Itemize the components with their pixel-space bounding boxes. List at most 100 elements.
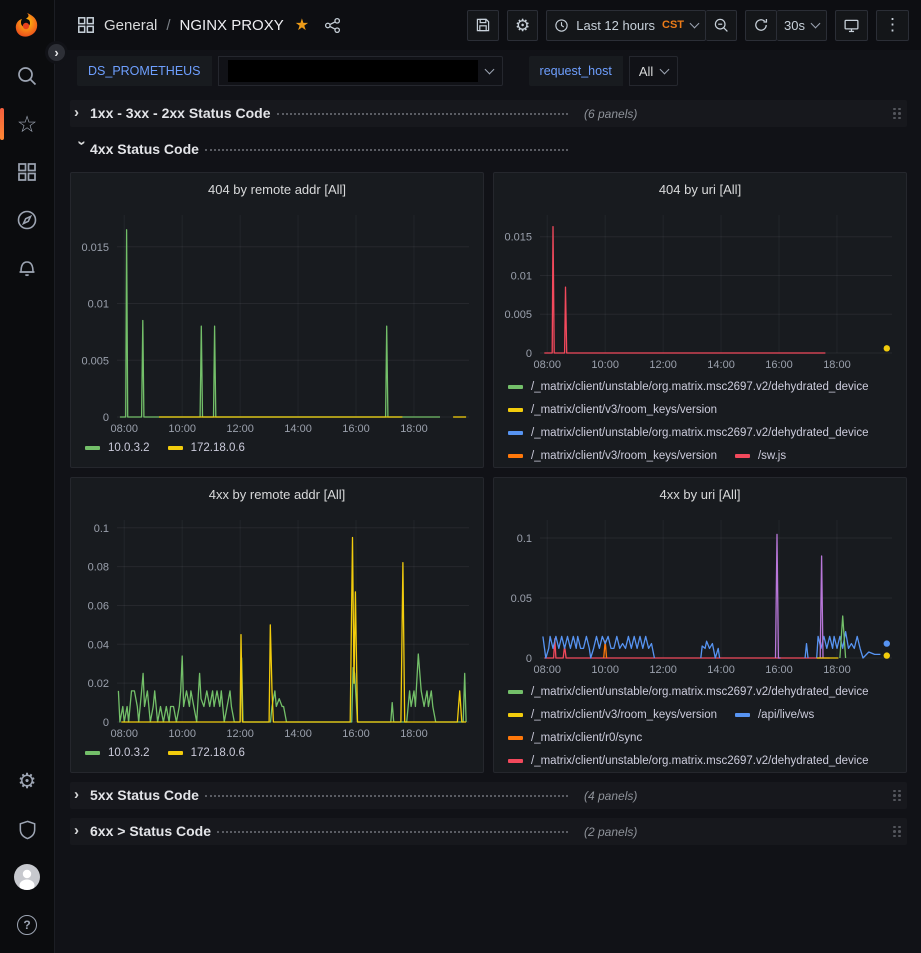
svg-text:08:00: 08:00	[110, 423, 138, 435]
svg-text:10:00: 10:00	[168, 423, 196, 435]
refresh-interval-picker[interactable]: 30s	[777, 10, 827, 41]
dotted-leader	[217, 831, 568, 833]
variable-label-request-host[interactable]: request_host	[529, 56, 623, 86]
legend-item[interactable]: 10.0.3.2	[85, 744, 150, 761]
variable-select-ds-prometheus[interactable]	[218, 56, 503, 86]
svg-text:0.08: 0.08	[88, 562, 109, 574]
legend-item[interactable]: /_matrix/client/unstable/org.matrix.msc2…	[508, 378, 869, 395]
sidebar-expand-button[interactable]: ›	[45, 41, 68, 64]
sidebar-item-profile[interactable]	[0, 853, 54, 901]
refresh-icon	[753, 17, 769, 33]
chevron-right-icon: ›	[74, 786, 90, 803]
legend-item[interactable]: 10.0.3.2	[85, 439, 150, 456]
legend-label: /_matrix/client/v3/room_keys/version	[531, 404, 717, 416]
panel-legend: 10.0.3.2 172.18.0.6	[71, 437, 483, 467]
panel-title[interactable]: 4xx by remote addr [All]	[71, 478, 483, 510]
save-dashboard-button[interactable]	[467, 10, 499, 41]
chart-canvas: 08:0010:0012:0014:0016:0018:0000.050.1	[494, 510, 906, 678]
legend-swatch	[508, 408, 523, 412]
search-icon	[16, 65, 38, 87]
time-range-picker[interactable]: Last 12 hours CST	[546, 10, 706, 41]
legend-item[interactable]: /api/live/ws	[735, 706, 814, 723]
row-header-5xx[interactable]: › 5xx Status Code (4 panels)	[70, 782, 907, 809]
grafana-logo[interactable]	[0, 0, 54, 52]
dashboard-icon	[77, 16, 95, 34]
panel-title[interactable]: 404 by uri [All]	[494, 173, 906, 205]
chart-canvas: 08:0010:0012:0014:0016:0018:0000.0050.01…	[71, 205, 483, 437]
gear-icon: ⚙	[18, 771, 37, 792]
variable-select-request-host[interactable]: All	[629, 56, 678, 86]
legend-item[interactable]: /_matrix/client/unstable/org.matrix.msc2…	[508, 424, 869, 441]
svg-text:14:00: 14:00	[707, 664, 735, 676]
row-drag-handle[interactable]	[893, 790, 901, 802]
tv-mode-button[interactable]	[835, 10, 868, 41]
sidebar-item-dashboards[interactable]	[0, 148, 54, 196]
sidebar-item-configuration[interactable]: ⚙	[0, 757, 54, 805]
panel-4xx-by-uri: 4xx by uri [All] 08:0010:0012:0014:0016:…	[493, 477, 907, 773]
legend-item[interactable]: /_matrix/client/v3/room_keys/version	[508, 706, 717, 723]
row-header-4xx[interactable]: › 4xx Status Code	[70, 136, 907, 163]
legend-swatch	[508, 454, 523, 458]
row-title-wrap: › 5xx Status Code	[74, 787, 574, 804]
breadcrumb-separator: /	[166, 17, 170, 34]
row-header-1xx-3xx-2xx[interactable]: › 1xx - 3xx - 2xx Status Code (6 panels)	[70, 100, 907, 127]
legend-item[interactable]: /_matrix/client/unstable/org.matrix.msc2…	[508, 752, 869, 769]
favorite-star-icon[interactable]: ★	[295, 15, 309, 35]
svg-text:0.06: 0.06	[88, 600, 109, 612]
legend-item[interactable]: 172.18.0.6	[168, 439, 245, 456]
breadcrumb-dashboard-title[interactable]: NGINX PROXY	[180, 17, 284, 34]
legend-swatch	[508, 385, 523, 389]
legend-item[interactable]: /sw.js	[735, 447, 786, 464]
svg-text:08:00: 08:00	[110, 728, 138, 740]
legend-item[interactable]: /_matrix/client/unstable/org.matrix.msc2…	[508, 683, 869, 700]
save-icon	[475, 17, 491, 33]
breadcrumb: General / NGINX PROXY ★	[77, 15, 341, 35]
svg-text:12:00: 12:00	[649, 664, 677, 676]
row-header-6xx[interactable]: › 6xx > Status Code (2 panels)	[70, 818, 907, 845]
panel-title[interactable]: 4xx by uri [All]	[494, 478, 906, 510]
breadcrumb-section[interactable]: General	[104, 17, 157, 34]
svg-text:0.015: 0.015	[81, 242, 109, 254]
more-options-button[interactable]: ⋮	[876, 10, 909, 41]
svg-text:0.015: 0.015	[504, 232, 532, 244]
row-panel-count: (6 panels)	[584, 107, 637, 121]
legend-swatch	[508, 736, 523, 740]
svg-text:12:00: 12:00	[226, 423, 254, 435]
svg-text:0: 0	[526, 653, 532, 665]
legend-item[interactable]: 172.18.0.6	[168, 744, 245, 761]
svg-text:18:00: 18:00	[823, 664, 851, 676]
legend-item[interactable]: /_matrix/client/v3/room_keys/version	[508, 447, 717, 464]
row-panel-count: (4 panels)	[584, 789, 637, 803]
sidebar-item-starred[interactable]: ☆	[0, 100, 54, 148]
share-icon[interactable]	[324, 17, 341, 34]
chevron-right-icon: ›	[74, 104, 90, 121]
sidebar-item-explore[interactable]	[0, 196, 54, 244]
dashboard-settings-button[interactable]: ⚙	[507, 10, 538, 41]
panel-title[interactable]: 404 by remote addr [All]	[71, 173, 483, 205]
svg-text:0.05: 0.05	[511, 593, 532, 605]
legend-label: /_matrix/client/unstable/org.matrix.msc2…	[531, 427, 869, 439]
legend-swatch	[508, 759, 523, 763]
svg-text:10:00: 10:00	[591, 664, 619, 676]
sidebar-item-server-admin[interactable]	[0, 805, 54, 853]
svg-text:16:00: 16:00	[765, 359, 793, 371]
sidebar-item-alerting[interactable]	[0, 244, 54, 292]
refresh-group: 30s	[745, 10, 827, 41]
variables-submenu: DS_PROMETHEUS request_host All	[55, 50, 921, 92]
refresh-button[interactable]	[745, 10, 777, 41]
variable-label-ds-prometheus[interactable]: DS_PROMETHEUS	[77, 56, 212, 86]
svg-text:0: 0	[103, 412, 109, 424]
zoom-out-time-button[interactable]	[706, 10, 737, 41]
row-drag-handle[interactable]	[893, 826, 901, 838]
sidebar-item-search[interactable]	[0, 52, 54, 100]
svg-text:12:00: 12:00	[226, 728, 254, 740]
legend-item[interactable]: /_matrix/client/r0/sync	[508, 729, 642, 746]
variable-value-redacted	[228, 60, 478, 82]
sidebar-bottom-group: ⚙ ?	[0, 757, 54, 953]
row-title: 5xx Status Code	[90, 787, 199, 803]
svg-text:18:00: 18:00	[400, 728, 428, 740]
row-drag-handle[interactable]	[893, 108, 901, 120]
legend-item[interactable]: /_matrix/client/v3/room_keys/version	[508, 401, 717, 418]
sidebar-item-help[interactable]: ?	[0, 901, 54, 949]
svg-text:16:00: 16:00	[342, 423, 370, 435]
